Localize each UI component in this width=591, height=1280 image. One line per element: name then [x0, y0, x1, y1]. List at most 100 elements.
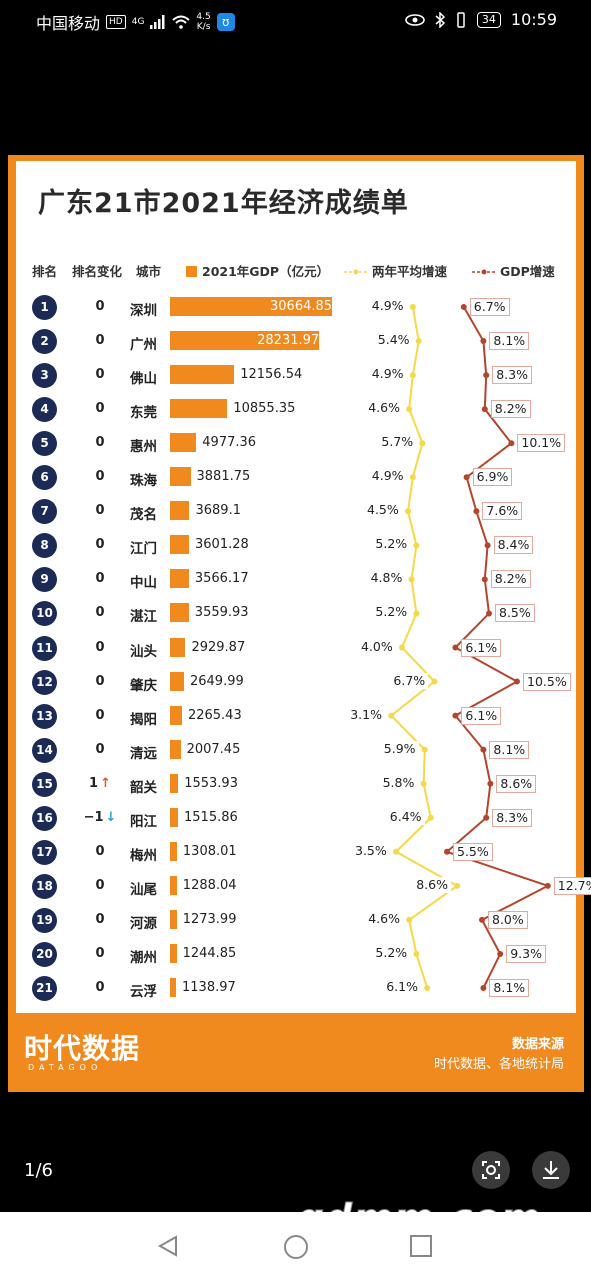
gdp-growth-label: 8.4%	[493, 536, 534, 555]
gdp-growth-label: 8.5%	[495, 604, 535, 623]
rank-change: 0	[80, 946, 120, 961]
avg-growth-label: 5.2%	[372, 944, 411, 961]
gdp-growth-label: 10.1%	[517, 434, 566, 453]
rank-badge: 8	[32, 533, 57, 559]
avg-growth-point	[427, 814, 434, 821]
gdp-growth-point	[452, 712, 459, 719]
city-name: 肇庆	[130, 677, 157, 694]
gdp-value: 2007.45	[186, 741, 241, 757]
table-row: 15 1 ↑ 韶关 1553.93	[16, 768, 576, 802]
gdp-bar	[170, 909, 177, 929]
carrier-label: 中国移动	[36, 14, 101, 33]
table-row: 21 0 云浮 1138.97	[16, 972, 576, 1006]
gdp-legend-swatch	[186, 266, 197, 277]
gdp-bar	[170, 433, 197, 453]
city-name: 潮州	[130, 949, 157, 966]
avg-growth-label: 3.5%	[352, 842, 390, 859]
app-notification-icon: ʊ	[216, 13, 235, 31]
home-icon[interactable]	[283, 1234, 309, 1260]
gdp-growth-label: 8.3%	[492, 808, 532, 827]
table-row: 9 0 中山 3566.17	[16, 563, 576, 597]
rank-badge: 4	[32, 397, 57, 423]
battery-icon: 34	[476, 11, 501, 28]
avg-legend-line	[344, 269, 368, 275]
avg-growth-label: 4.9%	[368, 298, 407, 314]
gdp-growth-label: 6.1%	[461, 706, 502, 725]
header-rank: 排名	[32, 264, 58, 279]
rank-badge: 5	[32, 431, 57, 457]
gdp-growth-point	[487, 780, 494, 787]
rank-change-value: 1	[89, 775, 99, 791]
gdp-value: 1553.93	[184, 775, 238, 791]
rank-change-value: −1	[83, 809, 104, 825]
header-gdp-growth-label: GDP增速	[500, 264, 555, 279]
rank-change: 0	[80, 435, 120, 450]
table-row: 8 0 江门 3601.28	[16, 529, 576, 563]
table-row: 3 0 佛山 12156.54	[16, 359, 576, 393]
city-name: 汕头	[130, 643, 157, 660]
gdp-value: 2265.43	[187, 707, 242, 723]
rank-change-value: 0	[95, 367, 105, 383]
avg-growth-label: 4.9%	[368, 366, 407, 383]
table-row: 7 0 茂名 3689.1	[16, 495, 576, 529]
gdp-growth-point	[497, 950, 504, 957]
avg-growth-label: 5.7%	[378, 434, 417, 451]
avg-growth-point	[421, 746, 428, 753]
gdp-growth-label: 10.5%	[523, 672, 571, 691]
rank-change-value: 0	[95, 707, 105, 723]
rank-change: 0	[80, 912, 120, 927]
table-row: 1 0 深圳 30664.85	[16, 291, 576, 325]
avg-growth-point	[431, 678, 438, 685]
city-name: 揭阳	[130, 711, 157, 728]
rank-change-value: 0	[95, 571, 105, 587]
rank-change: 0	[80, 844, 120, 859]
gdp-growth-point	[486, 610, 492, 617]
gdp-bar	[170, 501, 190, 521]
eye-icon	[405, 13, 425, 26]
city-name: 汕尾	[130, 881, 157, 898]
download-button[interactable]	[532, 1151, 570, 1189]
gdp-value: 3559.93	[194, 605, 249, 621]
gdp-growth-point	[508, 440, 515, 447]
rank-change-value: 0	[95, 980, 105, 995]
city-name: 梅州	[130, 847, 157, 864]
vibrate-icon	[457, 11, 465, 28]
rank-change: 0	[80, 469, 120, 484]
scan-button[interactable]	[472, 1151, 510, 1189]
rank-badge: 19	[32, 907, 57, 933]
avg-growth-label: 5.4%	[374, 332, 413, 349]
gdp-bar	[170, 978, 177, 997]
city-name: 韶关	[130, 779, 157, 796]
back-icon[interactable]	[156, 1234, 180, 1258]
gdp-bar	[170, 637, 186, 657]
avg-growth-label: 4.6%	[365, 910, 403, 927]
table-row: 20 0 潮州 1244.85	[16, 938, 576, 972]
gdp-value: 10855.35	[233, 401, 296, 417]
table-row: 13 0 揭阳 2265.43	[16, 700, 576, 734]
rank-change: 0	[80, 708, 120, 723]
rank-change: 0	[80, 401, 120, 416]
rank-change: 0	[80, 503, 120, 518]
rank-badge: 20	[32, 941, 57, 967]
header-avg-growth: 两年平均增速	[344, 261, 447, 280]
recent-icon[interactable]	[409, 1234, 433, 1258]
avg-growth-point	[393, 848, 399, 855]
header-change: 排名变化	[72, 264, 123, 279]
rank-change-value: 0	[95, 945, 105, 961]
gdp-growth-label: 8.2%	[490, 400, 531, 419]
signal-icon	[150, 15, 165, 29]
gdp-growth-point	[444, 848, 450, 855]
rank-change: 1 ↑	[80, 776, 120, 791]
rank-change: 0	[80, 333, 120, 348]
gdp-value: 30664.85	[270, 299, 333, 314]
gdp-growth-label: 8.1%	[489, 979, 530, 997]
avg-growth-point	[415, 338, 422, 345]
arrow-down-icon: ↓	[105, 809, 117, 825]
infographic-card[interactable]: 广东21市2021年经济成绩单 排名 排名变化 城市 2021年GDP（亿元） …	[8, 155, 591, 1092]
city-name: 湛江	[130, 609, 157, 626]
avg-growth-label: 4.5%	[364, 502, 402, 519]
avg-growth-point	[399, 644, 405, 651]
avg-growth-point	[413, 542, 420, 549]
city-name: 清远	[130, 745, 157, 762]
source-text: 时代数据、各地统计局	[433, 1057, 564, 1072]
